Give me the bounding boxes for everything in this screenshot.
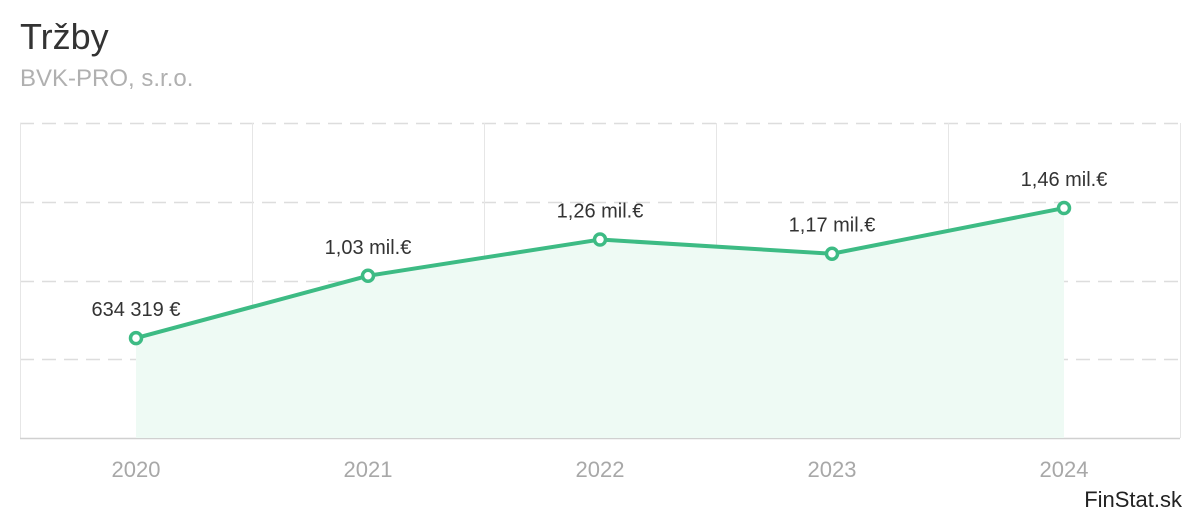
tick-layer: 2020 2021 2022 2023 2024 <box>112 457 1089 482</box>
data-label-2022: 1,26 mil.€ <box>557 201 644 223</box>
series-area <box>136 208 1064 438</box>
data-point-2022 <box>592 232 608 247</box>
x-tick-label-2022: 2022 <box>576 457 625 482</box>
label-layer: 634 319 € 1,03 mil.€ 1,26 mil.€ 1,17 mil.€ 1… <box>92 169 1108 321</box>
x-tick-label-2020: 2020 <box>112 457 161 482</box>
data-label-2023: 1,17 mil.€ <box>789 215 876 237</box>
data-point-2023 <box>824 246 840 261</box>
data-label-2024: 1,46 mil.€ <box>1021 169 1108 191</box>
area-layer <box>136 208 1064 438</box>
point-layer <box>128 200 1072 346</box>
x-tick-label-2024: 2024 <box>1040 457 1089 482</box>
data-point-2024 <box>1056 200 1072 216</box>
data-point-2021 <box>360 268 376 284</box>
brand-logo[interactable]: FinStat.sk <box>1084 487 1182 512</box>
chart-subtitle: BVK-PRO, s.r.o. <box>20 65 194 92</box>
x-tick-label-2023: 2023 <box>808 457 857 482</box>
chart-title: Tržby <box>20 16 109 57</box>
data-label-2021: 1,03 mil.€ <box>325 237 412 259</box>
data-label-2020: 634 319 € <box>92 299 181 321</box>
x-tick-label-2021: 2021 <box>344 457 393 482</box>
data-point-2020 <box>128 330 144 346</box>
